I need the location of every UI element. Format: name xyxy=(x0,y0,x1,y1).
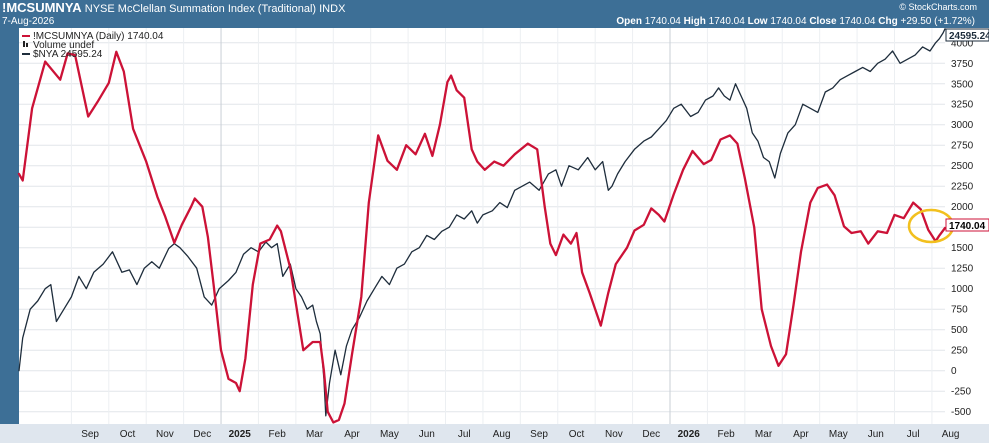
x-tick-label: Dec xyxy=(193,429,211,440)
summation-last-price: 1740.04 xyxy=(949,221,986,232)
y-tick-label: 2000 xyxy=(951,202,974,213)
y-tick-label: 4000 xyxy=(951,38,974,49)
legend-volume: Volume undef xyxy=(33,40,94,51)
x-tick-label: Aug xyxy=(942,429,960,440)
nya-price-tag: 24595.24 xyxy=(945,28,989,42)
credit: © StockCharts.com xyxy=(899,2,977,12)
symbol: !MCSUMNYA xyxy=(2,0,82,15)
y-tick-label: 3000 xyxy=(951,120,974,131)
header-title: !MCSUMNYA NYSE McClellan Summation Index… xyxy=(2,0,345,17)
x-tick-label: Jul xyxy=(907,429,920,440)
y-tick-label: 3750 xyxy=(951,59,974,70)
x-tick-label: 2025 xyxy=(229,429,252,440)
y-tick-label: 2500 xyxy=(951,161,974,172)
open-value: 1740.04 xyxy=(644,16,681,27)
summation-price-tag: 1740.04 xyxy=(945,218,989,232)
y-tick-label: 500 xyxy=(951,325,968,336)
x-axis-panel xyxy=(0,424,989,443)
x-tick-label: Nov xyxy=(605,429,623,440)
x-tick-label: Jul xyxy=(458,429,471,440)
header-bar: !MCSUMNYA NYSE McClellan Summation Index… xyxy=(0,0,989,15)
y-tick-label: 0 xyxy=(951,366,957,377)
low-label: Low xyxy=(747,16,768,27)
y-tick-label: 1250 xyxy=(951,264,974,275)
y-tick-label: 2250 xyxy=(951,182,974,193)
open-label: Open xyxy=(616,16,642,27)
x-tick-label: Aug xyxy=(493,429,511,440)
y-tick-label: 3500 xyxy=(951,79,974,90)
x-tick-label: Oct xyxy=(120,429,136,440)
x-tick-label: 2026 xyxy=(678,429,701,440)
chg-label: Chg xyxy=(878,16,898,27)
nya-line xyxy=(18,28,946,417)
x-tick-label: Jun xyxy=(419,429,435,440)
legend-summation: !MCSUMNYA (Daily) 1740.04 xyxy=(33,31,164,42)
y-tick-label: -250 xyxy=(951,387,971,398)
series-group xyxy=(17,28,947,424)
volume-icon xyxy=(23,41,25,47)
x-tick-label: May xyxy=(380,429,399,440)
x-tick-label: Apr xyxy=(793,429,809,440)
legend: !MCSUMNYA (Daily) 1740.04 Volume undef $… xyxy=(22,31,164,60)
x-tick-label: Jun xyxy=(868,429,884,440)
y-tick-label: 1500 xyxy=(951,243,974,254)
y-tick-label: 2750 xyxy=(951,141,974,152)
y-tick-label: 750 xyxy=(951,305,968,316)
x-axis: Sep Oct Nov Dec 2025 Feb Mar Apr May Jun Jul Aug Sep… xyxy=(81,429,959,440)
x-tick-label: Mar xyxy=(306,429,324,440)
y-tick-label: -500 xyxy=(951,407,971,418)
index-name: NYSE McClellan Summation Index (Traditio… xyxy=(84,3,317,15)
low-value: 1740.04 xyxy=(770,16,807,27)
x-tick-label: Feb xyxy=(269,429,287,440)
high-value: 1740.04 xyxy=(708,16,745,27)
x-tick-label: Sep xyxy=(530,429,548,440)
x-tick-label: Sep xyxy=(81,429,99,440)
chg-value: +29.50 (+1.72%) xyxy=(900,16,976,27)
gridlines xyxy=(19,28,945,424)
x-tick-label: Apr xyxy=(344,429,360,440)
high-label: High xyxy=(683,16,706,27)
y-tick-label: 250 xyxy=(951,346,968,357)
close-label: Close xyxy=(809,16,837,27)
nya-last-price: 24595.24 xyxy=(949,31,989,42)
x-tick-label: Dec xyxy=(642,429,660,440)
y-tick-label: 1000 xyxy=(951,284,974,295)
summation-index-line xyxy=(17,50,947,424)
legend-nya: $NYA 24595.24 xyxy=(33,49,103,60)
x-tick-label: Mar xyxy=(755,429,773,440)
x-tick-label: Oct xyxy=(569,429,585,440)
exchange: INDX xyxy=(319,3,346,15)
y-tick-label: 3250 xyxy=(951,100,974,111)
chart-date: 7-Aug-2026 xyxy=(2,16,55,27)
ohlc-readout: Open 1740.04 High 1740.04 Low 1740.04 Cl… xyxy=(616,15,975,28)
close-value: 1740.04 xyxy=(839,16,876,27)
x-tick-label: Feb xyxy=(718,429,736,440)
plot-area xyxy=(19,28,945,424)
x-tick-label: May xyxy=(829,429,848,440)
subheader-bar: 7-Aug-2026 Open 1740.04 High 1740.04 Low… xyxy=(0,15,989,28)
x-tick-label: Nov xyxy=(156,429,174,440)
